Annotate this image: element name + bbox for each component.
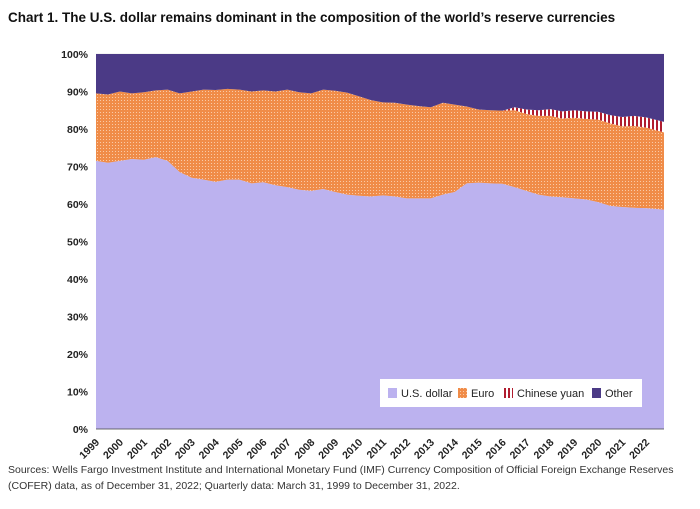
area-chinese-yuan [96,88,664,133]
legend-swatch [592,388,601,398]
x-tick-label: 2015 [460,437,485,460]
source-note: Sources: Wells Fargo Investment Institut… [8,464,674,492]
chart-title: Chart 1. The U.S. dollar remains dominan… [8,10,616,25]
x-tick-label: 2013 [412,437,437,460]
x-axis: 1999200020012002200320042005200620072008… [77,428,664,460]
x-tick-label: 2016 [484,437,509,460]
x-tick-label: 2018 [532,437,557,460]
x-tick-label: 2005 [221,437,246,460]
legend-swatch [458,388,467,398]
x-tick-label: 2003 [173,437,198,460]
x-tick-label: 2012 [388,437,413,460]
y-tick-label: 100% [61,49,89,61]
area-other [96,54,664,122]
y-tick-label: 60% [67,199,89,211]
x-tick-label: 2004 [197,437,222,460]
x-tick-label: 2022 [627,437,652,460]
legend-swatch [388,388,397,398]
legend-label: Other [605,388,633,400]
x-tick-label: 2000 [101,437,126,460]
legend-swatch [504,388,513,398]
x-tick-label: 2009 [316,437,341,460]
y-tick-label: 70% [67,162,89,174]
y-tick-label: 20% [67,349,89,361]
legend-label: Chinese yuan [517,388,584,400]
x-tick-label: 2014 [436,437,461,460]
y-tick-label: 40% [67,274,89,286]
area-u-s-dollar [96,157,664,429]
y-tick-label: 10% [67,387,89,399]
x-tick-label: 2001 [125,437,150,460]
x-tick-label: 2010 [340,437,365,460]
y-tick-label: 30% [67,312,89,324]
y-axis: 0% 10% 20% 30% 40% 50% 60% 70% 80% 90% 100% [61,49,89,436]
x-tick-label: 2017 [508,437,533,460]
x-tick-label: 2008 [292,437,317,460]
y-tick-label: 90% [67,87,89,99]
x-tick-label: 2021 [603,437,628,460]
y-tick-label: 50% [67,237,89,249]
legend: U.S. dollar Euro Chinese yuan Other [380,379,642,407]
x-tick-label: 2006 [245,437,270,460]
area-euro [96,88,664,210]
x-tick-label: 2019 [555,437,580,460]
x-tick-label: 2007 [268,437,293,460]
x-tick-label: 2002 [149,437,174,460]
y-tick-label: 0% [73,424,89,436]
stacked-areas [96,54,664,429]
x-tick-label: 2020 [579,437,604,460]
x-tick-label: 2011 [365,437,390,460]
y-tick-label: 80% [67,124,89,136]
x-tick-label: 1999 [77,437,102,460]
legend-label: U.S. dollar [401,388,453,400]
legend-label: Euro [471,388,494,400]
chart: 0%10%20%30%40%50%60%70%80%90%100% 199920… [61,49,664,460]
